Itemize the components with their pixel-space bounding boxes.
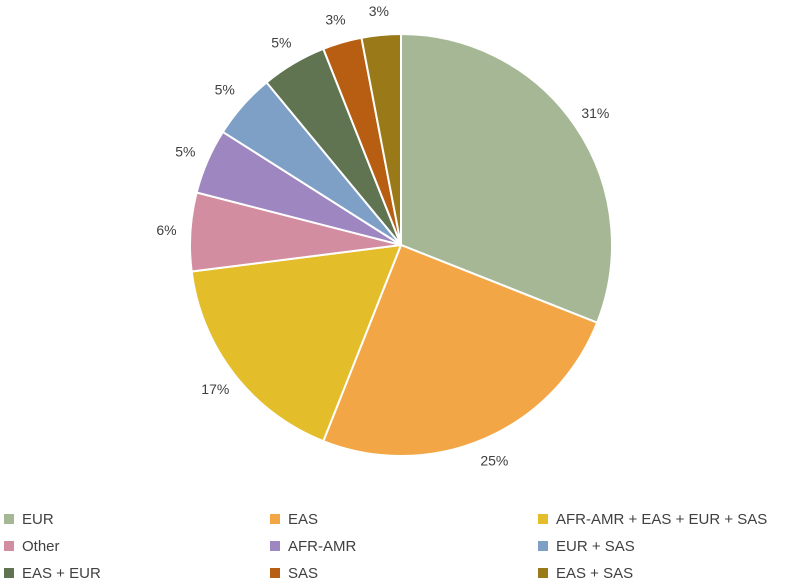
legend-swatch	[538, 514, 548, 524]
pie-slice-eur	[400, 33, 613, 324]
pie-chart-svg: 31% 25% 17% 6% 5% 5% 5% 3% 3%	[156, 3, 613, 469]
legend-item: AFR-AMR + EAS + EUR + SAS	[538, 507, 767, 531]
pie-slice-afr-amr-eas-eur-sas	[190, 244, 402, 443]
data-label: 6%	[156, 222, 176, 238]
data-label: 3%	[325, 11, 345, 27]
legend-item: AFR-AMR	[270, 534, 356, 558]
legend-item: EAS + EUR	[4, 561, 101, 585]
data-label: 5%	[175, 144, 195, 160]
data-label: 5%	[271, 35, 291, 51]
legend-item: Other	[4, 534, 60, 558]
pie-slice-eas-sas	[360, 33, 402, 246]
legend-label: AFR-AMR + EAS + EUR + SAS	[556, 510, 768, 528]
legend-label: EAS	[288, 510, 319, 528]
legend-swatch	[538, 541, 548, 551]
legend-swatch	[4, 541, 14, 551]
data-label: 3%	[369, 3, 389, 19]
legend: EUR EAS AFR-AMR + EAS + EUR + SAS Other AFR-…	[0, 505, 800, 587]
pie-slice-eas	[322, 244, 599, 457]
legend-item: EUR + SAS	[538, 534, 635, 558]
data-label: 31%	[581, 105, 609, 121]
legend-swatch	[4, 568, 14, 578]
legend-item: EAS + SAS	[538, 561, 633, 585]
legend-label: EUR + SAS	[556, 537, 635, 555]
legend-label: Other	[22, 537, 60, 555]
legend-swatch	[270, 541, 280, 551]
legend-label: EUR	[22, 510, 54, 528]
legend-item: EUR	[4, 507, 54, 531]
data-label: 5%	[215, 82, 235, 98]
legend-swatch	[270, 568, 280, 578]
legend-label: AFR-AMR	[288, 537, 357, 555]
legend-item: SAS	[270, 561, 318, 585]
legend-label: EAS + EUR	[22, 564, 101, 582]
legend-item: EAS	[270, 507, 318, 531]
data-label: 17%	[201, 381, 229, 397]
legend-label: SAS	[288, 564, 319, 582]
legend-swatch	[270, 514, 280, 524]
legend-swatch	[4, 514, 14, 524]
legend-swatch	[538, 568, 548, 578]
data-label: 25%	[480, 453, 508, 469]
legend-label: EAS + SAS	[556, 564, 634, 582]
